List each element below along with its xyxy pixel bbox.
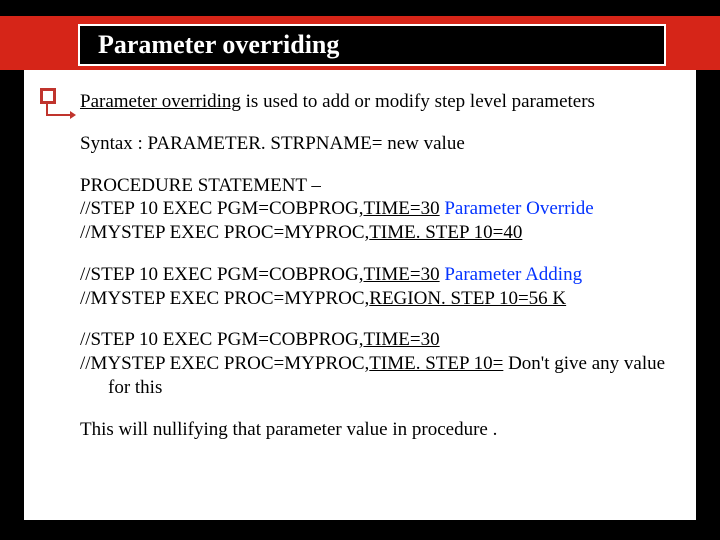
- body-text: Parameter overriding is used to add or m…: [80, 90, 680, 441]
- intro-rest: is used to add or modify step level para…: [241, 91, 595, 112]
- syntax-line: Syntax : PARAMETER. STRPNAME= new value: [80, 132, 680, 156]
- bullet-square-icon: [40, 88, 56, 104]
- adding-line1: //STEP 10 EXEC PGM=COBPROG,TIME=30 Param…: [80, 263, 680, 287]
- override-line2: //MYSTEP EXEC PROC=MYPROC,TIME. STEP 10=…: [80, 221, 680, 245]
- override-line1: //STEP 10 EXEC PGM=COBPROG,TIME=30 Param…: [80, 197, 680, 221]
- content-panel: Parameter overriding is used to add or m…: [24, 70, 696, 520]
- nullify-line2: //MYSTEP EXEC PROC=MYPROC,TIME. STEP 10=…: [80, 352, 680, 400]
- bullet-arrow-icon: [46, 104, 76, 118]
- intro-line: Parameter overriding is used to add or m…: [80, 90, 680, 114]
- slide-title: Parameter overriding: [98, 30, 339, 60]
- intro-lead: Parameter overriding: [80, 91, 241, 112]
- conclusion: This will nullifying that parameter valu…: [80, 418, 680, 442]
- nullify-line1: //STEP 10 EXEC PGM=COBPROG,TIME=30: [80, 328, 680, 352]
- proc-stmt: PROCEDURE STATEMENT –: [80, 174, 680, 198]
- title-box: Parameter overriding: [78, 24, 666, 66]
- adding-line2: //MYSTEP EXEC PROC=MYPROC,REGION. STEP 1…: [80, 287, 680, 311]
